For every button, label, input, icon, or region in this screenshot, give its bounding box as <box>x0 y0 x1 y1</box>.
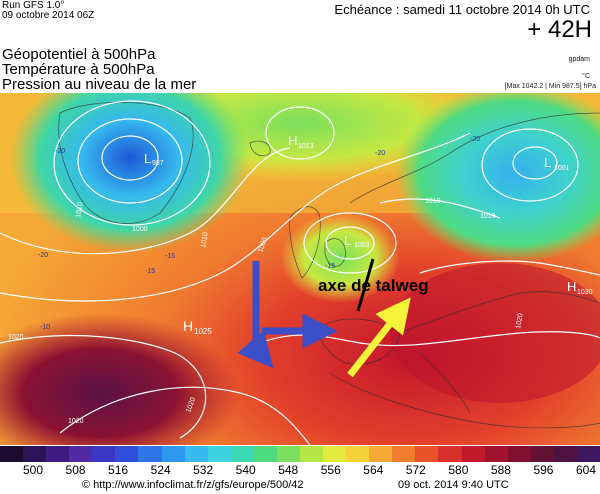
isobar-label: 1010 <box>480 213 496 220</box>
scale-swatch <box>484 446 509 462</box>
low-center-letter: L <box>544 155 551 170</box>
trough-axis-label: axe de talweg <box>318 276 429 295</box>
scale-swatch <box>461 446 486 462</box>
high-center-value: 1025 <box>194 327 212 336</box>
scale-swatch <box>69 446 93 462</box>
scale-tick-label: 516 <box>108 463 129 477</box>
color-scale-bar <box>0 446 600 462</box>
warm-core-atlantic <box>0 313 240 445</box>
temp-label: -15 <box>145 268 155 275</box>
scale-swatch <box>576 446 600 462</box>
pressure-range: [Max 1042.2 | Min 987.5] hPa <box>504 83 596 90</box>
scale-swatch <box>507 446 532 462</box>
scale-swatch <box>92 446 116 462</box>
temp-label: -15 <box>325 263 335 270</box>
title-temperature: Température à 500hPa <box>2 61 155 78</box>
scale-swatch <box>161 446 186 462</box>
scale-swatch <box>230 446 255 462</box>
temp-label: -15 <box>165 253 175 260</box>
scale-swatch <box>138 446 163 462</box>
isobar-label: 1010 <box>425 198 441 205</box>
trough-axis-line <box>356 258 375 312</box>
scale-swatch <box>184 446 209 462</box>
forecast-valid-time: Echéance : samedi 11 octobre 2014 0h UTC <box>334 2 590 17</box>
generation-timestamp: 09 oct. 2014 9:40 UTC <box>398 479 509 491</box>
unit-gpdam: gpdam <box>568 56 590 63</box>
scale-swatch <box>115 446 139 462</box>
scale-swatch <box>553 446 578 462</box>
isobar-label: 1020 <box>68 418 84 425</box>
color-scale-labels: 500 508 516 524 532 540 548 556 564 572 580 588 596 6… <box>0 463 600 477</box>
scale-swatch <box>530 446 555 462</box>
low-center-letter: L <box>344 233 351 248</box>
temp-label: -10 <box>40 324 50 331</box>
run-date: 09 octobre 2014 06Z <box>2 10 95 21</box>
high-center-letter: H <box>288 133 297 148</box>
cold-pool-east <box>395 93 600 263</box>
isobar-label: 1010 <box>200 232 210 249</box>
temp-label: -20 <box>470 136 480 143</box>
scale-tick-label: 532 <box>193 463 214 477</box>
high-center-letter: H <box>567 279 576 294</box>
scale-tick-label: 564 <box>363 463 384 477</box>
scale-tick-label: 596 <box>533 463 554 477</box>
scale-tick-label: 548 <box>278 463 299 477</box>
title-geopotential: Géopotentiel à 500hPa <box>2 46 156 63</box>
title-pressure: Pression au niveau de la mer <box>2 76 197 93</box>
scale-swatch <box>46 446 70 462</box>
scale-swatch <box>300 446 324 462</box>
pressure-centers: L 987 H 1013 L 1003 L 1001 H 1025 H 1030 <box>144 133 593 336</box>
temp-label: -20 <box>55 148 65 155</box>
high-center-value: 1030 <box>577 289 593 296</box>
scale-swatch <box>369 446 393 462</box>
scale-tick-label: 508 <box>65 463 86 477</box>
forecast-lead-time: + 42H <box>527 16 592 43</box>
scale-tick-label: 524 <box>150 463 171 477</box>
temp-label: -20 <box>375 150 385 157</box>
high-center-letter: H <box>183 318 193 334</box>
scale-swatch <box>323 446 347 462</box>
weather-map: -20 -15 -20 -15 -20 -15 -10 -20 1010 100… <box>0 93 600 445</box>
scale-tick-label: 500 <box>22 463 44 477</box>
coastlines <box>58 102 600 429</box>
isobar-label: 1020 <box>8 334 24 341</box>
scale-tick-label: 580 <box>448 463 469 477</box>
cold-pool-greenland <box>10 93 250 253</box>
scale-tick-label: 588 <box>490 463 511 477</box>
isobar-labels: 1010 1000 1010 1000 1020 1020 1020 1020 … <box>8 198 525 425</box>
scale-swatch <box>253 446 278 462</box>
scale-tick-label: 540 <box>235 463 256 477</box>
scale-tick-label: 572 <box>405 463 426 477</box>
copyright-text: © http://www.infoclimat.fr/z/gfs/europe/… <box>82 479 304 491</box>
low-center-value: 1003 <box>354 242 370 249</box>
isobar-label: 1020 <box>185 397 197 414</box>
isobar-label: 1000 <box>132 226 148 233</box>
low-center-value: 1001 <box>554 165 570 172</box>
low-center-letter: L <box>144 151 151 166</box>
scale-swatch <box>392 446 416 462</box>
scale-swatch <box>23 446 47 462</box>
isobar-label: 1010 <box>75 202 85 219</box>
scale-swatch <box>207 446 232 462</box>
isobar-label: 1020 <box>515 313 525 330</box>
contour-lines <box>0 100 600 445</box>
scale-swatch <box>276 446 301 462</box>
isobar-label: 1000 <box>257 237 269 254</box>
temperature-labels: -20 -15 -20 -15 -20 -15 -10 -20 <box>38 136 480 331</box>
scale-tick-label: 556 <box>320 463 341 477</box>
high-center-value: 1013 <box>298 143 314 150</box>
temp-label: -20 <box>38 252 48 259</box>
scale-swatch <box>346 446 370 462</box>
flow-arrows <box>237 258 411 378</box>
scale-swatch <box>415 446 439 462</box>
scale-tick-label: 604 <box>575 463 597 477</box>
scale-swatch <box>0 446 24 462</box>
yellow-arrow <box>347 297 411 378</box>
unit-celsius: °C <box>582 73 590 80</box>
low-center-value: 987 <box>152 160 164 167</box>
blue-arrow-down <box>237 261 274 369</box>
scale-swatch <box>438 446 463 462</box>
run-label: Run GFS 1.0° <box>2 0 65 11</box>
